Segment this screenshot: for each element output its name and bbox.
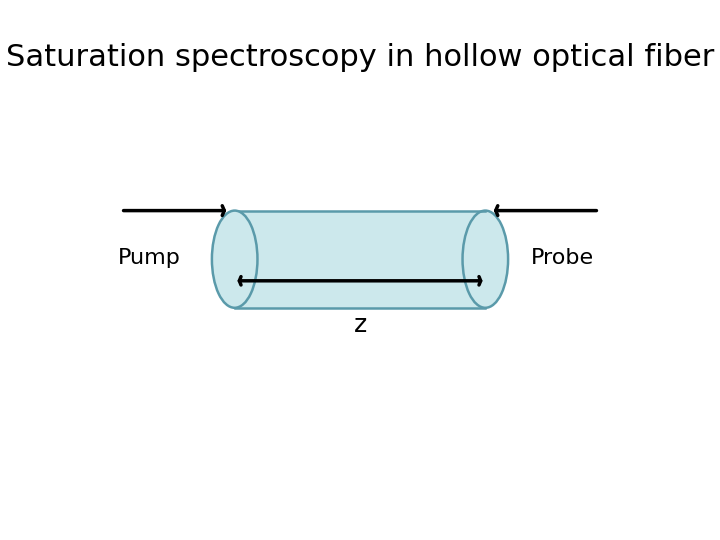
Text: Probe: Probe (531, 248, 594, 268)
Text: Saturation spectroscopy in hollow optical fiber: Saturation spectroscopy in hollow optica… (6, 43, 714, 72)
Ellipse shape (462, 211, 508, 308)
Text: Pump: Pump (118, 248, 181, 268)
FancyBboxPatch shape (235, 211, 485, 308)
Text: z: z (354, 313, 366, 337)
Ellipse shape (212, 211, 258, 308)
